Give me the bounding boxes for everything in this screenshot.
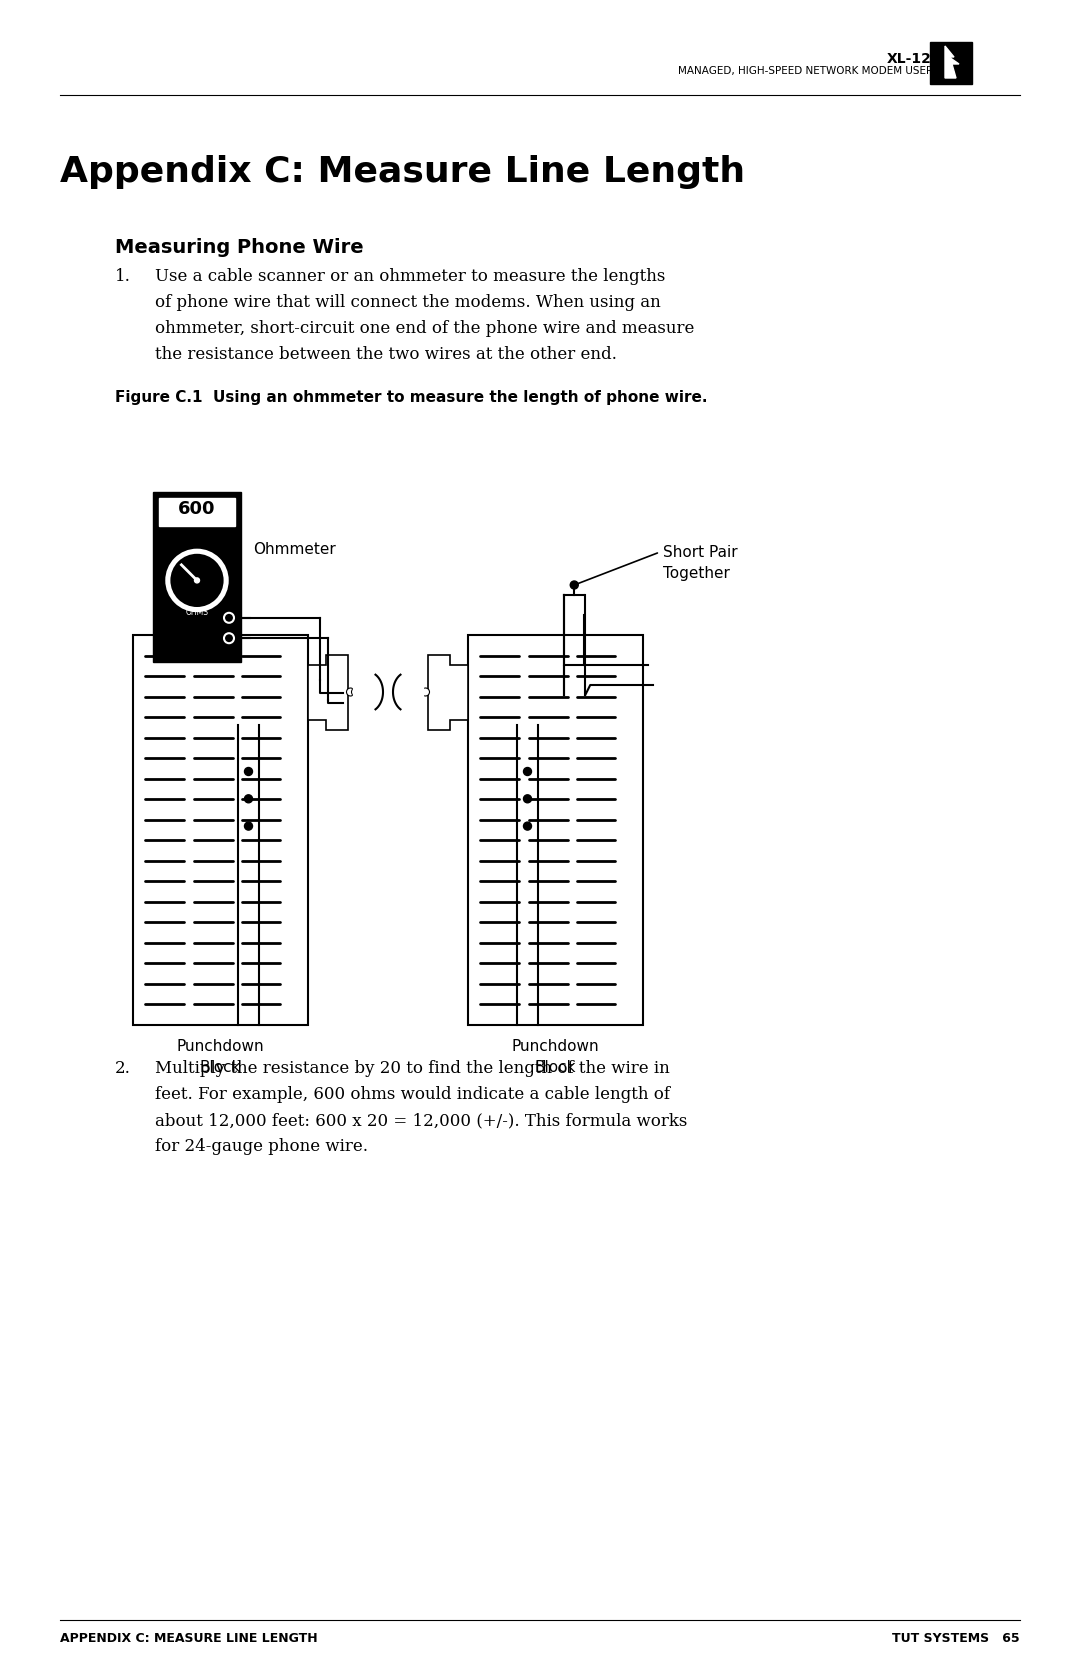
- Circle shape: [421, 688, 430, 696]
- Circle shape: [570, 581, 578, 589]
- Bar: [153, 492, 241, 663]
- Circle shape: [381, 688, 390, 696]
- Circle shape: [406, 688, 415, 696]
- Text: Measuring Phone Wire: Measuring Phone Wire: [114, 239, 364, 257]
- Text: Punchdown
Block: Punchdown Block: [512, 1040, 599, 1075]
- Text: 600: 600: [178, 501, 216, 517]
- Text: 1.: 1.: [114, 269, 131, 285]
- Circle shape: [524, 794, 531, 803]
- Circle shape: [411, 688, 419, 696]
- Circle shape: [244, 794, 253, 803]
- Bar: [468, 634, 643, 1025]
- Circle shape: [524, 823, 531, 829]
- Circle shape: [351, 688, 360, 696]
- Circle shape: [356, 688, 365, 696]
- Circle shape: [224, 613, 234, 623]
- Circle shape: [366, 688, 375, 696]
- Bar: [133, 634, 308, 1025]
- Text: Short Pair
Together: Short Pair Together: [663, 546, 738, 581]
- Text: for 24-gauge phone wire.: for 24-gauge phone wire.: [156, 1138, 368, 1155]
- Circle shape: [396, 688, 405, 696]
- Circle shape: [372, 688, 379, 696]
- Text: MANAGED, HIGH-SPEED NETWORK MODEM USER GUIDE: MANAGED, HIGH-SPEED NETWORK MODEM USER G…: [678, 67, 970, 77]
- Circle shape: [194, 577, 200, 582]
- Text: ohmmeter, short-circuit one end of the phone wire and measure: ohmmeter, short-circuit one end of the p…: [156, 320, 694, 337]
- Text: 2.: 2.: [114, 1060, 131, 1077]
- Text: feet. For example, 600 ohms would indicate a cable length of: feet. For example, 600 ohms would indica…: [156, 1087, 670, 1103]
- Text: Punchdown
Block: Punchdown Block: [177, 1040, 265, 1075]
- Circle shape: [417, 688, 424, 696]
- Bar: [159, 497, 235, 526]
- Circle shape: [362, 688, 369, 696]
- Bar: [930, 42, 972, 83]
- Polygon shape: [945, 47, 959, 78]
- Text: about 12,000 feet: 600 x 20 = 12,000 (+/-). This formula works: about 12,000 feet: 600 x 20 = 12,000 (+/…: [156, 1112, 687, 1128]
- Text: Appendix C: Measure Line Length: Appendix C: Measure Line Length: [60, 155, 745, 189]
- Bar: [353, 668, 423, 718]
- Text: TUT SYSTEMS   65: TUT SYSTEMS 65: [892, 1632, 1020, 1646]
- Circle shape: [402, 688, 409, 696]
- Circle shape: [347, 688, 354, 696]
- Circle shape: [224, 633, 234, 643]
- Circle shape: [524, 768, 531, 776]
- Text: APPENDIX C: MEASURE LINE LENGTH: APPENDIX C: MEASURE LINE LENGTH: [60, 1632, 318, 1646]
- Text: Figure C.1  Using an ohmmeter to measure the length of phone wire.: Figure C.1 Using an ohmmeter to measure …: [114, 391, 707, 406]
- Text: Multiply the resistance by 20 to find the length of the wire in: Multiply the resistance by 20 to find th…: [156, 1060, 670, 1077]
- Circle shape: [387, 688, 394, 696]
- Polygon shape: [308, 654, 348, 729]
- Polygon shape: [428, 654, 468, 729]
- Text: the resistance between the two wires at the other end.: the resistance between the two wires at …: [156, 345, 617, 362]
- Text: XL-12000S: XL-12000S: [887, 52, 970, 67]
- Text: Use a cable scanner or an ohmmeter to measure the lengths: Use a cable scanner or an ohmmeter to me…: [156, 269, 665, 285]
- Circle shape: [244, 823, 253, 829]
- Text: OHMS: OHMS: [186, 609, 208, 618]
- Circle shape: [167, 551, 227, 611]
- Text: Ohmmeter: Ohmmeter: [253, 542, 336, 557]
- Text: of phone wire that will connect the modems. When using an: of phone wire that will connect the mode…: [156, 294, 661, 310]
- Circle shape: [244, 768, 253, 776]
- Circle shape: [391, 688, 400, 696]
- Circle shape: [377, 688, 384, 696]
